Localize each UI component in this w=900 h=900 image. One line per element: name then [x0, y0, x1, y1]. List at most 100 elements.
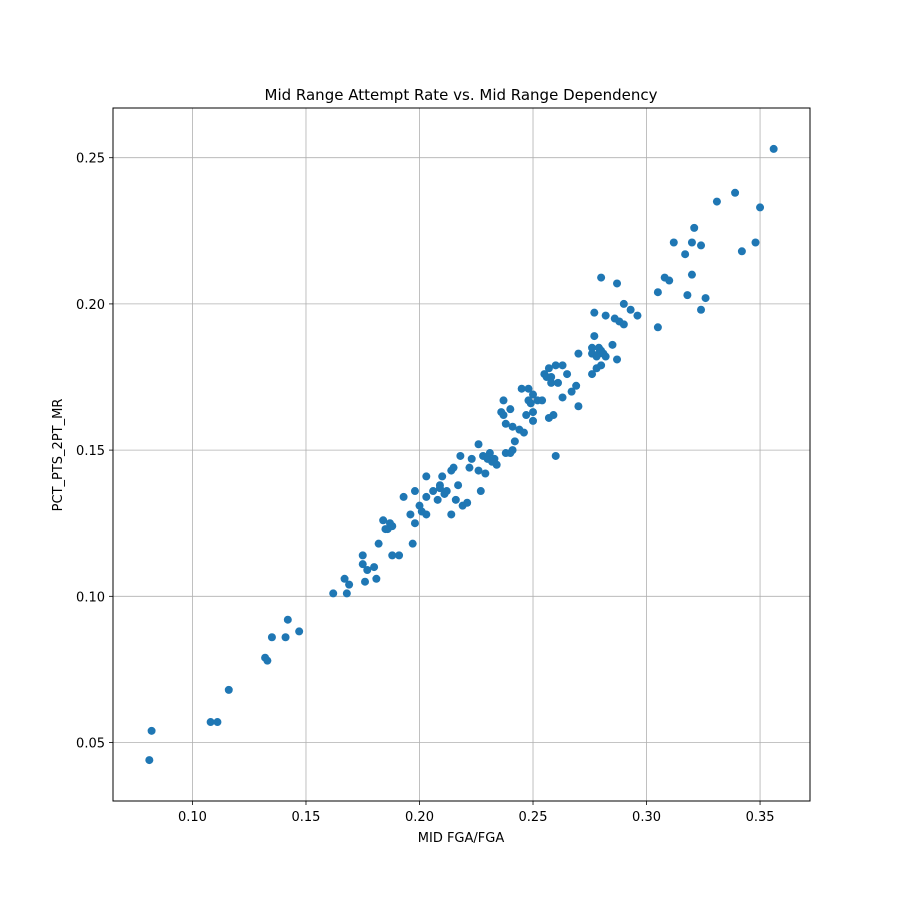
data-point [588, 370, 597, 379]
data-point [442, 487, 451, 496]
data-point [588, 343, 597, 352]
data-point [499, 411, 508, 420]
data-point [358, 560, 367, 569]
data-point [481, 469, 490, 478]
data-point [522, 411, 531, 420]
data-point [558, 393, 567, 402]
y-tick-label: 0.10 [76, 590, 105, 605]
data-point [492, 460, 501, 469]
data-point [422, 472, 431, 481]
x-tick-label: 0.35 [746, 810, 775, 825]
data-point [613, 279, 622, 288]
data-point [590, 308, 599, 317]
data-point [358, 551, 367, 560]
data-point [224, 685, 233, 694]
data-point [422, 510, 431, 519]
data-point [370, 563, 379, 572]
data-point [529, 416, 538, 425]
y-tick-label: 0.25 [76, 152, 105, 167]
data-point [601, 311, 610, 320]
data-point [435, 481, 444, 490]
y-tick-label: 0.15 [76, 444, 105, 459]
data-point [619, 299, 628, 308]
plot-frame [112, 107, 811, 802]
data-point [485, 449, 494, 458]
data-point [558, 361, 567, 370]
x-tick-label: 0.25 [519, 810, 548, 825]
data-point [683, 291, 692, 300]
y-tick-label: 0.20 [76, 298, 105, 313]
data-point [547, 378, 556, 387]
data-point [751, 238, 760, 247]
data-point [281, 633, 290, 642]
data-point [697, 305, 706, 314]
data-point [619, 320, 628, 329]
data-point [438, 472, 447, 481]
data-point [756, 203, 765, 212]
data-point [538, 396, 547, 405]
data-point [574, 402, 583, 411]
data-point [476, 487, 485, 496]
data-point [410, 519, 419, 528]
chart-title: Mid Range Attempt Rate vs. Mid Range Dep… [265, 86, 658, 104]
x-tick-label: 0.10 [178, 810, 207, 825]
ticks: 0.10 0.15 0.20 0.25 0.30 0.35 0.05 0.10 0.15 0.20… [76, 152, 774, 825]
data-point [474, 466, 483, 475]
data-point [213, 718, 222, 727]
data-point [608, 340, 617, 349]
data-point [544, 364, 553, 373]
data-point [263, 656, 272, 665]
data-point [433, 495, 442, 504]
x-axis-label: MID FGA/FGA [418, 831, 505, 846]
data-point [399, 492, 408, 501]
data-point [551, 451, 560, 460]
data-point [529, 390, 538, 399]
data-point [547, 373, 556, 382]
data-point [526, 399, 535, 408]
data-point [563, 370, 572, 379]
data-point [451, 495, 460, 504]
data-point [463, 498, 472, 507]
data-point [267, 633, 276, 642]
data-point [601, 352, 610, 361]
data-point [508, 422, 517, 431]
y-tick-label: 0.05 [76, 737, 105, 752]
data-point [597, 361, 606, 370]
data-point [769, 144, 778, 153]
data-point [567, 387, 576, 396]
data-point [388, 522, 397, 531]
x-tick-label: 0.20 [405, 810, 434, 825]
data-point [147, 726, 156, 735]
data-point [597, 273, 606, 282]
data-point [572, 381, 581, 390]
data-point [406, 510, 415, 519]
data-point [681, 250, 690, 259]
data-point [590, 332, 599, 341]
data-point [429, 487, 438, 496]
data-point [687, 238, 696, 247]
data-point [701, 294, 710, 303]
data-point [510, 437, 519, 446]
data-point [574, 349, 583, 358]
data-point [283, 615, 292, 624]
data-point [374, 539, 383, 548]
data-point [465, 463, 474, 472]
data-point [549, 411, 558, 420]
data-point [524, 384, 533, 393]
data-point [408, 539, 417, 548]
data-point [508, 446, 517, 455]
data-point [474, 440, 483, 449]
data-point [363, 566, 372, 574]
data-point [653, 288, 662, 297]
data-point [506, 405, 515, 414]
data-point [613, 355, 622, 364]
data-point [737, 247, 746, 256]
data-point [449, 463, 458, 472]
data-point [456, 451, 465, 460]
data-point [529, 408, 538, 417]
data-point [501, 419, 510, 428]
data-point [454, 481, 463, 490]
y-axis-label: PCT_PTS_2PT_MR [51, 399, 66, 512]
grid [113, 108, 810, 801]
